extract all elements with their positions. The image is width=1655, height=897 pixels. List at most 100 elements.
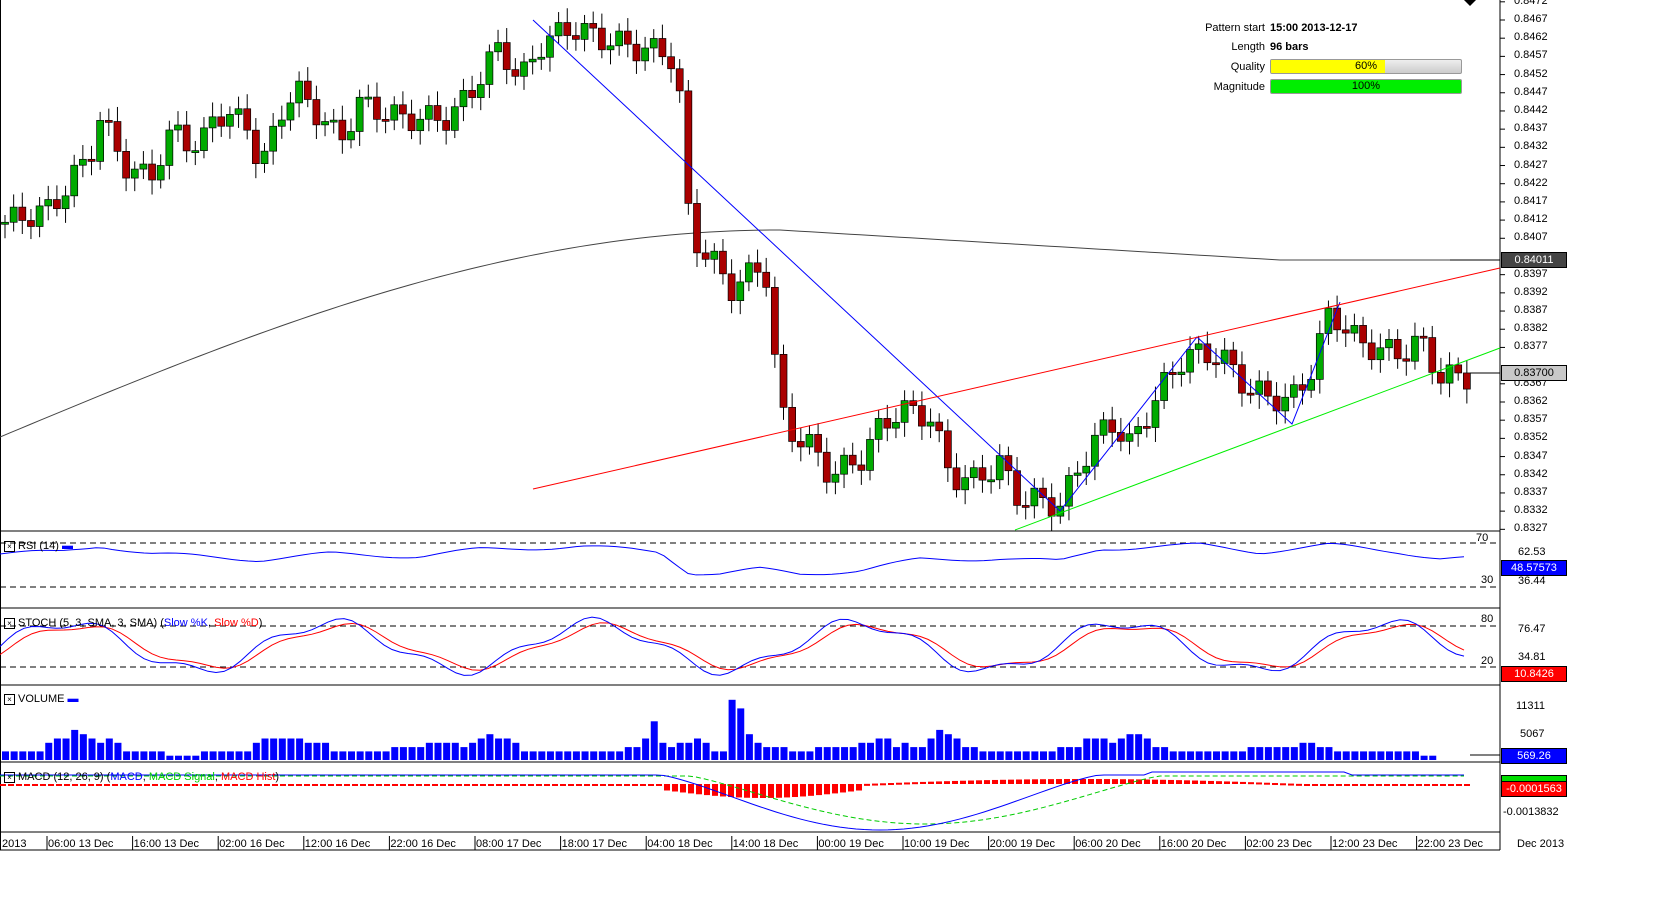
volume-bar: [702, 742, 710, 760]
macd-hist-bar: [32, 784, 38, 786]
macd-hist-bar: [1464, 784, 1470, 786]
candle: [528, 58, 537, 63]
candle: [18, 206, 27, 221]
macd-hist-bar: [1296, 783, 1302, 786]
macd-hist-bar: [808, 784, 814, 796]
macd-hist-bar: [768, 784, 774, 798]
stoch-d-line: [0, 622, 1465, 671]
candle: [840, 454, 848, 475]
macd-value-tag: -0.0001563: [1501, 781, 1567, 797]
candle: [252, 129, 260, 164]
macd-hist-label: MACD Hist: [221, 771, 276, 783]
candle: [1428, 337, 1437, 373]
volume-bar: [183, 755, 191, 760]
macd-hist-bar: [248, 784, 254, 786]
macd-hist-bar: [304, 784, 310, 786]
volume-bar: [1152, 747, 1160, 760]
macd-hist-bar: [960, 780, 966, 784]
macd-hist-bar: [560, 784, 566, 786]
stoch-tick-high: 76.47: [1518, 623, 1546, 635]
macd-hist-bar: [496, 784, 502, 786]
macd-hist-bar: [40, 784, 46, 786]
volume-bar: [1368, 751, 1376, 760]
candle: [1246, 392, 1255, 396]
candle: [1385, 339, 1393, 349]
macd-hist-bar: [264, 784, 270, 786]
candle: [122, 151, 130, 179]
macd-hist-bar: [192, 784, 198, 786]
candle: [1142, 426, 1151, 429]
time-tick-label: 00:00 19 Dec: [818, 838, 884, 850]
macd-hist-bar: [56, 784, 62, 786]
volume-bar: [399, 747, 407, 760]
volume-bar: [572, 751, 580, 760]
macd-hist-bar: [936, 781, 942, 784]
macd-hist-bar: [1208, 780, 1214, 784]
candle: [277, 119, 286, 127]
volume-title-text: VOLUME: [18, 693, 65, 705]
volume-bar: [875, 738, 883, 760]
candle: [1350, 325, 1359, 334]
candle: [1324, 307, 1333, 334]
volume-bar: [261, 738, 269, 760]
time-tick-label: 16:00 13 Dec: [133, 838, 200, 850]
candle: [139, 163, 148, 170]
candle: [684, 90, 693, 204]
macd-hist-bar: [328, 784, 334, 786]
candle: [1013, 470, 1021, 506]
candle: [1341, 329, 1350, 334]
candle: [1168, 372, 1177, 375]
price-tick-label: 0.8407: [1514, 231, 1548, 244]
candle: [1272, 395, 1281, 412]
candle: [1289, 384, 1298, 398]
close-icon[interactable]: ×: [4, 541, 15, 552]
candle: [1030, 487, 1039, 507]
macd-hist-bar: [992, 779, 998, 784]
macd-hist-bar: [1288, 783, 1294, 786]
volume-bar: [425, 742, 433, 760]
volume-bar: [624, 747, 632, 760]
candle: [736, 281, 745, 302]
support-line: [1014, 347, 1501, 531]
rsi-title-text: RSI (14): [18, 540, 59, 552]
volume-bar: [226, 751, 234, 760]
candle: [27, 220, 35, 227]
macd-hist-bar: [1352, 784, 1358, 786]
candle: [693, 203, 701, 254]
volume-bar: [140, 751, 148, 760]
volume-bar: [892, 747, 900, 760]
price-tick-label: 0.8417: [1514, 194, 1548, 207]
candle: [234, 108, 243, 115]
price-tick-label: 0.8447: [1514, 85, 1548, 98]
close-icon[interactable]: ×: [4, 772, 15, 783]
macd-hist-bar: [136, 784, 142, 786]
candle: [822, 451, 831, 483]
candle: [425, 105, 433, 120]
candle: [130, 168, 139, 179]
candle: [649, 38, 658, 49]
quality-bar-fill: [1271, 60, 1385, 73]
macd-hist-bar: [1368, 784, 1374, 786]
magnitude-label: Magnitude: [1213, 81, 1265, 93]
volume-bar: [1117, 738, 1125, 760]
price-tick-label: 0.8347: [1514, 449, 1548, 462]
candle: [1134, 426, 1143, 435]
downtrend-line: [532, 19, 1061, 512]
candle: [814, 434, 822, 453]
volume-bar: [19, 751, 27, 760]
candle: [450, 106, 459, 131]
volume-bar: [451, 742, 459, 760]
candle: [1039, 487, 1047, 498]
pattern-start-label: Pattern start: [1205, 22, 1265, 34]
close-icon[interactable]: ×: [4, 618, 15, 629]
candle: [312, 99, 321, 126]
price-tick-label: 0.8337: [1514, 485, 1548, 498]
magnitude-value: 100%: [1351, 80, 1381, 92]
macd-hist-bar: [1440, 784, 1446, 786]
macd-hist-bar: [824, 784, 830, 795]
close-icon[interactable]: ×: [4, 694, 15, 705]
volume-bar: [1308, 742, 1316, 760]
volume-bar: [1247, 747, 1255, 760]
volume-bar: [244, 751, 252, 760]
